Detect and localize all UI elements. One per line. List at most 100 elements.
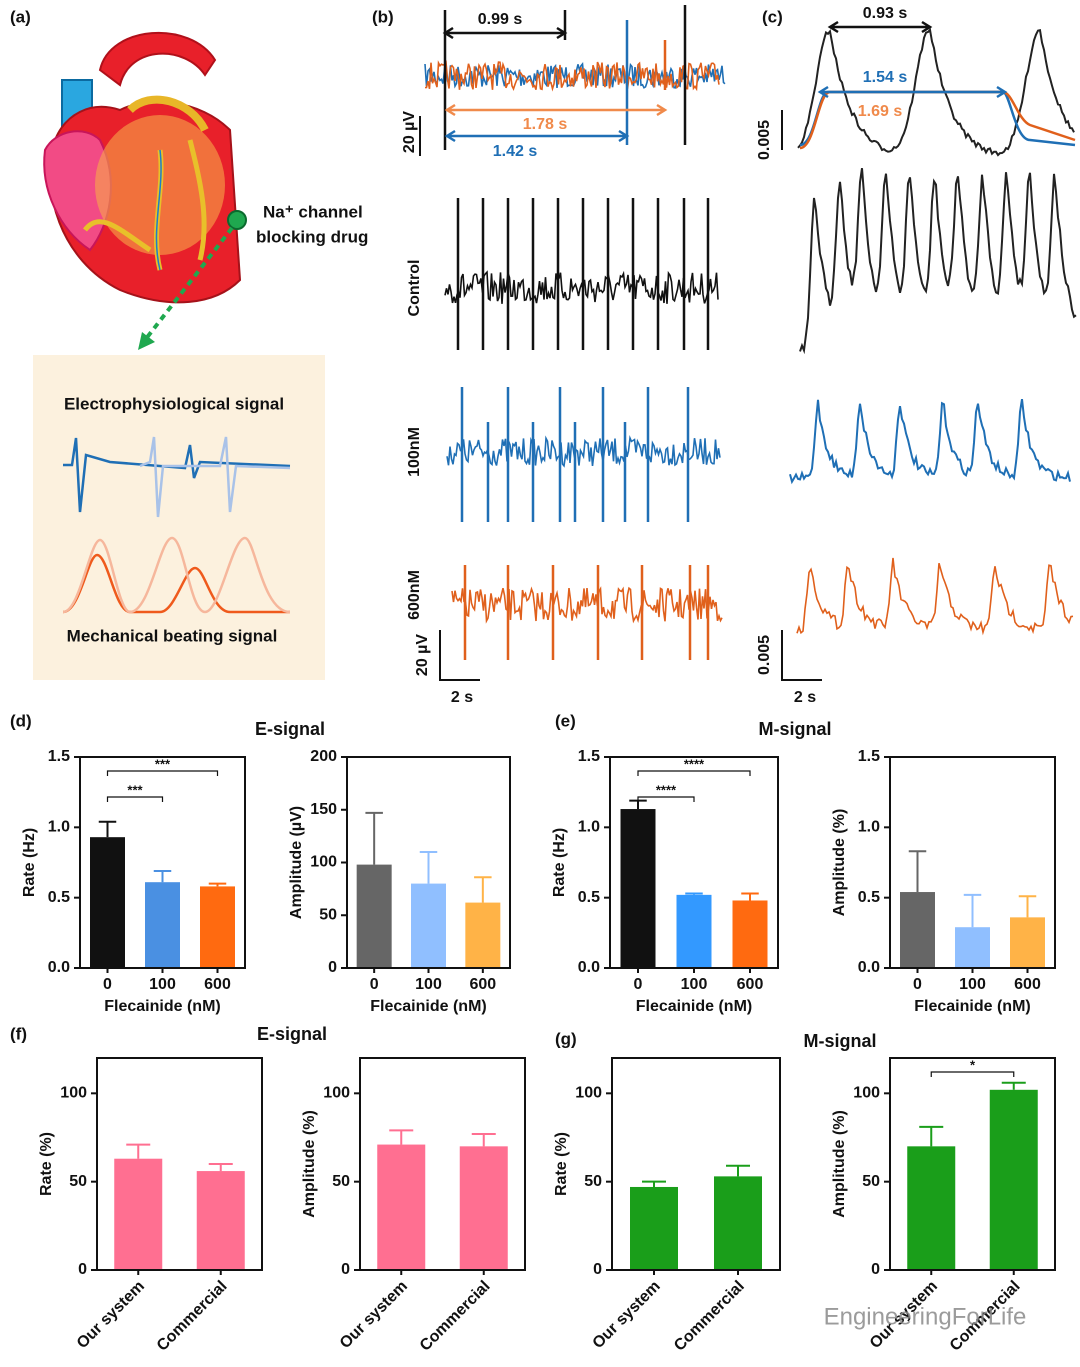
y-axis-label: Rate (Hz) [551, 828, 568, 897]
error-bar [1018, 895, 1037, 918]
bar [907, 1146, 956, 1270]
y-tick-label: 0.0 [48, 959, 70, 976]
bar [955, 927, 990, 968]
plot-frame [359, 1057, 526, 1271]
plot-frame [611, 1057, 781, 1271]
plot-frame [889, 1057, 1056, 1271]
y-tick-label: 50 [319, 906, 337, 923]
x-tick-label: 100 [959, 976, 986, 993]
label: 0.99 s [478, 11, 523, 28]
y-axis-label: Rate (%) [553, 1132, 570, 1196]
label: 1.78 s [523, 116, 568, 133]
y-axis-label: Rate (Hz) [21, 828, 38, 897]
panel-label: (d) [10, 711, 32, 730]
x-tick-label: 0 [634, 976, 643, 993]
label: 600nM [406, 570, 423, 620]
bar [377, 1144, 426, 1270]
y-axis-label: Rate (%) [38, 1132, 55, 1196]
label: 2 s [451, 689, 473, 706]
y-tick-label: 50 [69, 1173, 87, 1190]
error-bar [365, 811, 383, 865]
y-tick-label: 1.0 [578, 819, 600, 836]
plot-frame [609, 756, 779, 969]
trace [486, 422, 627, 522]
bar [196, 1171, 245, 1270]
error-bar [908, 850, 927, 893]
error-bar [389, 1129, 414, 1145]
significance-bracket [106, 770, 219, 776]
x-axis-label: Flecainide (nM) [636, 998, 752, 1015]
scale-bar [439, 630, 480, 681]
label: 0.005 [756, 120, 773, 160]
interval-arrow [442, 26, 568, 40]
y-tick-label: 100 [60, 1085, 87, 1102]
interval-arrow [817, 85, 1008, 99]
trace [451, 586, 723, 624]
bar [200, 886, 235, 968]
panel-label: (f) [10, 1024, 27, 1043]
error-bar [685, 892, 703, 895]
y-tick-label: 200 [310, 748, 337, 765]
bar [356, 864, 392, 968]
bar [411, 883, 446, 968]
x-tick-label: 100 [415, 976, 442, 993]
bar [989, 1089, 1038, 1270]
error-bar [963, 893, 982, 928]
plot-frame [96, 1057, 263, 1271]
error-bar [642, 1180, 666, 1187]
y-tick-label: 1.5 [858, 748, 880, 765]
trace [463, 565, 710, 660]
label: Control [406, 260, 423, 317]
plot-frame [889, 756, 1056, 969]
significance-label: *** [155, 756, 171, 771]
bar [145, 882, 180, 968]
error-bar [208, 1163, 233, 1172]
y-tick-label: 50 [332, 1173, 350, 1190]
y-tick-label: 100 [853, 1085, 880, 1102]
label: 20 µV [414, 634, 431, 676]
y-tick-label: 1.5 [48, 748, 70, 765]
group-title: M-signal [803, 1031, 876, 1051]
y-tick-label: 1.5 [578, 748, 600, 765]
y-tick-label: 50 [862, 1173, 880, 1190]
x-tick-label: 600 [469, 976, 496, 993]
significance-label: **** [684, 756, 705, 771]
trace [456, 198, 710, 350]
y-tick-label: 0.5 [578, 889, 600, 906]
bar [732, 900, 768, 968]
significance-bracket [106, 796, 164, 802]
error-bar [1001, 1081, 1026, 1090]
signal-box [33, 355, 325, 680]
panel-label: (a) [10, 7, 31, 26]
y-tick-label: 0 [593, 1261, 602, 1278]
error-bar [474, 876, 492, 903]
y-tick-label: 0 [328, 959, 337, 976]
x-tick-label: 0 [103, 976, 112, 993]
bar [90, 837, 125, 968]
plot-frame [346, 756, 511, 969]
significance-bracket [930, 1071, 1015, 1077]
x-tick-label: 100 [149, 976, 176, 993]
significance-label: **** [656, 782, 677, 797]
y-tick-label: 0 [871, 1261, 880, 1278]
x-axis-label: Flecainide (nM) [370, 998, 486, 1015]
error-bar [419, 850, 438, 884]
label: Electrophysiological signal [64, 394, 284, 413]
bar [620, 809, 656, 968]
label: blocking drug [256, 227, 368, 246]
trace [789, 398, 1071, 485]
x-tick-label: 600 [1014, 976, 1041, 993]
y-tick-label: 0.5 [858, 889, 880, 906]
trace [424, 60, 720, 92]
trace [796, 557, 1074, 636]
bar [630, 1186, 678, 1270]
bar [465, 902, 501, 968]
label: 0.005 [756, 635, 773, 675]
y-tick-label: 100 [310, 854, 337, 871]
x-axis-label: Flecainide (nM) [914, 998, 1030, 1015]
y-tick-label: 0 [341, 1261, 350, 1278]
error-bar [741, 892, 759, 901]
plot-frame [79, 756, 246, 969]
x-tick-label: 100 [681, 976, 708, 993]
label: 1.54 s [863, 69, 908, 86]
